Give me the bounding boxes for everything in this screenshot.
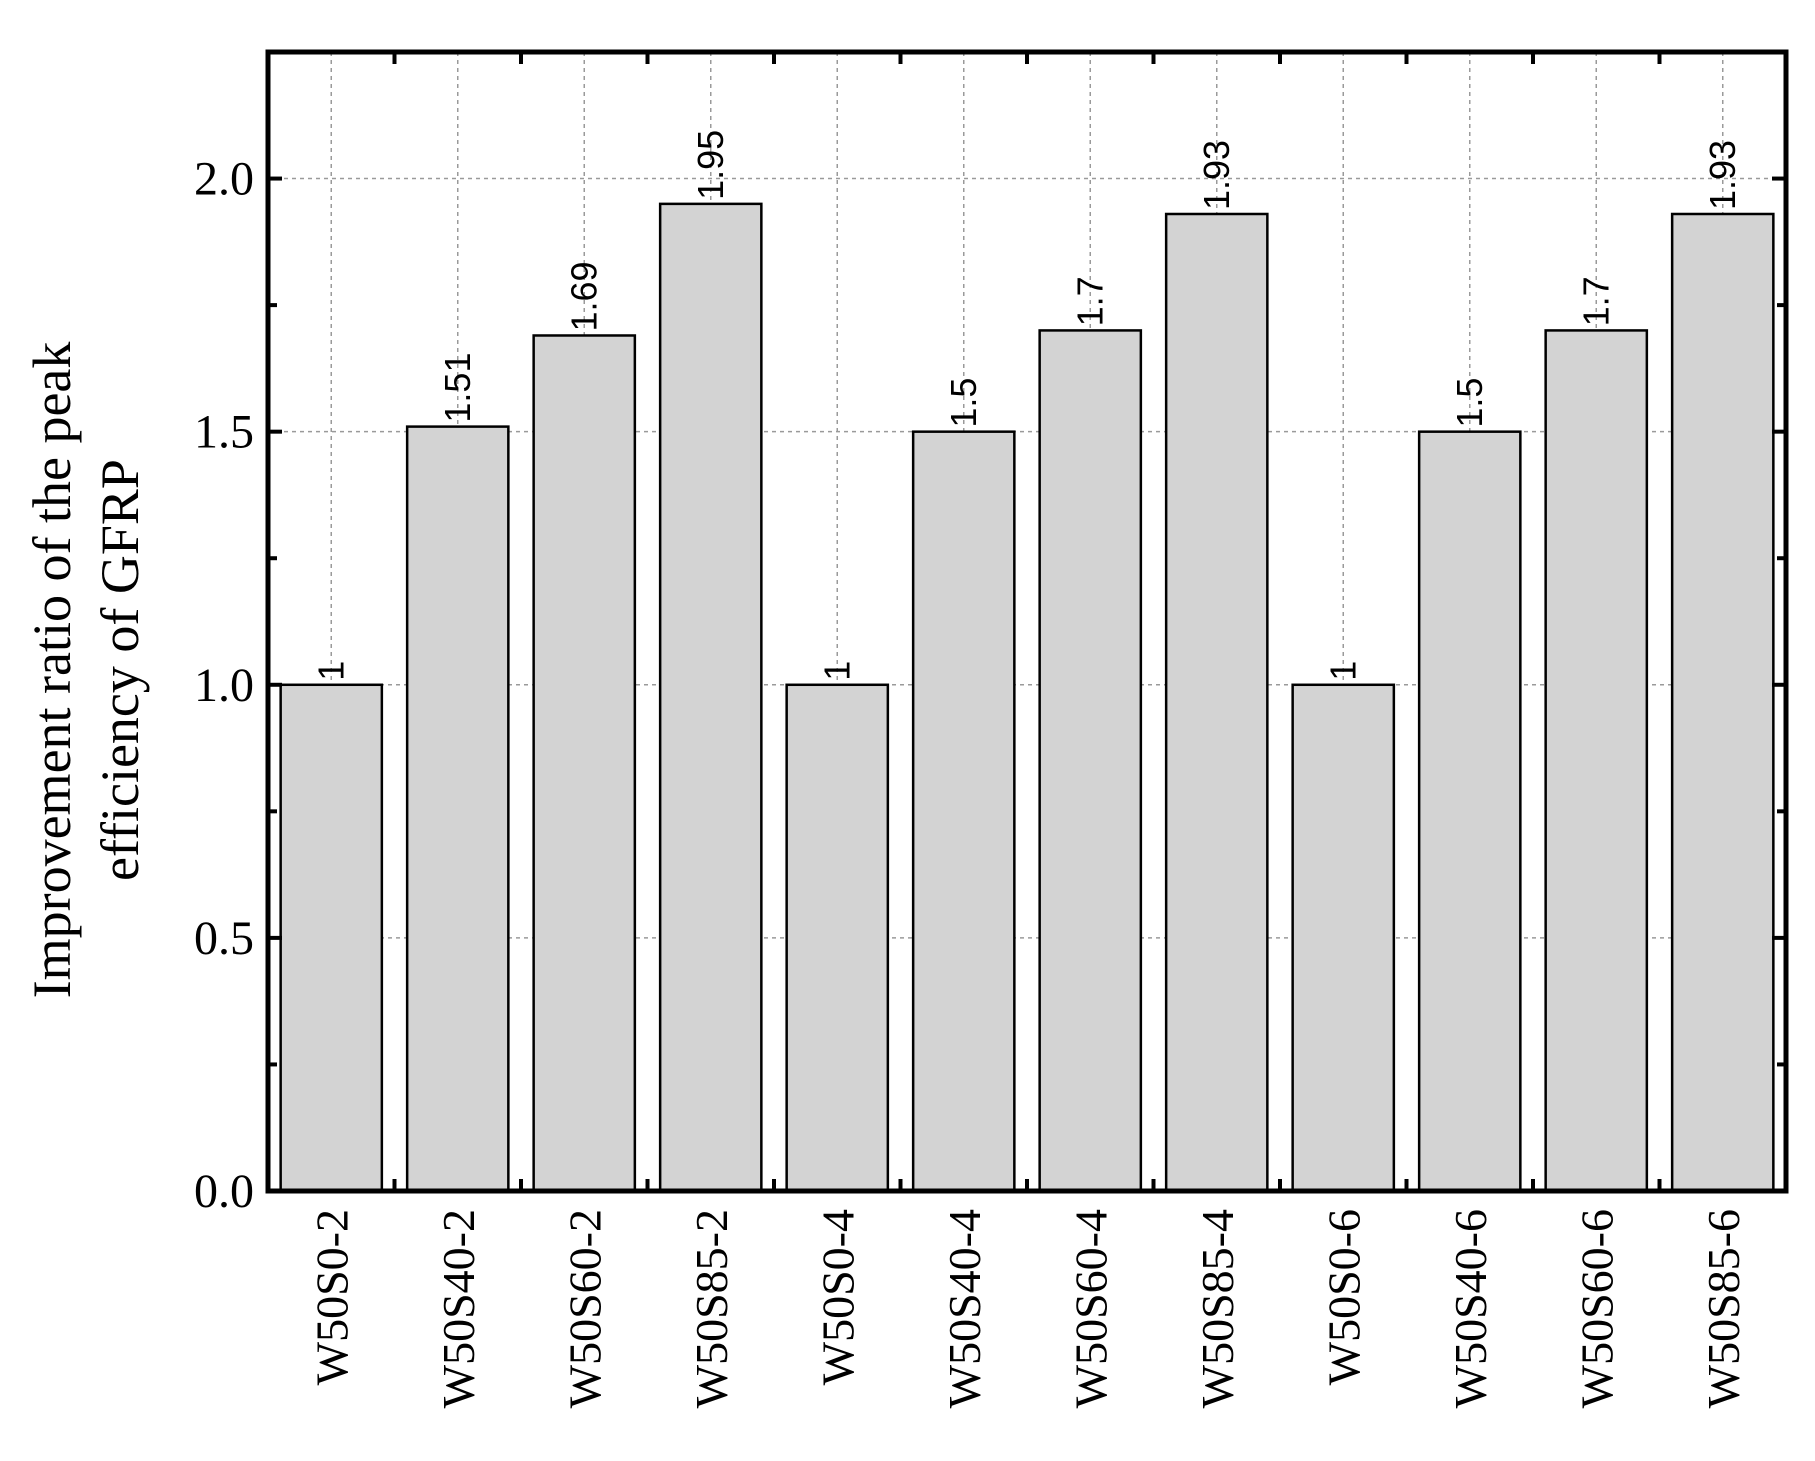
axes xyxy=(265,49,1789,1194)
bar xyxy=(1038,329,1143,1193)
bar xyxy=(785,683,890,1193)
bars xyxy=(279,202,1775,1193)
data-label: 1.5 xyxy=(1449,378,1490,428)
data-label: 1 xyxy=(310,661,351,681)
x-tick-label: W50S60-4 xyxy=(1065,1209,1116,1408)
data-label: 1.93 xyxy=(1196,140,1237,210)
data-label: 1.69 xyxy=(563,261,604,331)
data-label: 1.51 xyxy=(437,353,478,423)
data-label: 1.7 xyxy=(1575,276,1616,326)
bar xyxy=(658,202,763,1193)
y-tick-label: 0.0 xyxy=(194,1165,254,1218)
x-tick-label: W50S0-6 xyxy=(1318,1209,1369,1385)
bar xyxy=(1544,329,1649,1193)
y-axis-title-line-1: Improvement ratio of the peak xyxy=(22,342,82,999)
x-tick-label: W50S85-4 xyxy=(1192,1209,1243,1408)
y-tick-label: 1.0 xyxy=(194,659,254,712)
x-tick-label: W50S40-4 xyxy=(939,1209,990,1408)
data-label: 1 xyxy=(816,661,857,681)
bar xyxy=(1670,212,1775,1193)
bar xyxy=(532,334,637,1193)
data-label: 1.7 xyxy=(1069,276,1110,326)
data-label: 1.93 xyxy=(1702,140,1743,210)
y-tick-label: 1.5 xyxy=(194,406,254,459)
labels: 1 1.51 1.69 1.95 1 1.5 1.7 1.93 1 1.5 1.7 1.93 0.0 0.… xyxy=(194,130,1749,1409)
bar xyxy=(1291,683,1396,1193)
x-tick-label: W50S60-2 xyxy=(559,1209,610,1408)
data-label: 1.5 xyxy=(943,378,984,428)
x-tick-label: W50S0-2 xyxy=(306,1209,357,1385)
bar xyxy=(405,425,510,1193)
bar xyxy=(1417,430,1522,1193)
bar xyxy=(911,430,1016,1193)
x-tick-label: W50S40-2 xyxy=(433,1209,484,1408)
data-label: 1 xyxy=(1322,661,1363,681)
x-tick-label: W50S60-6 xyxy=(1571,1209,1622,1408)
bar xyxy=(279,683,384,1193)
y-axis-title-line-2: efficiency of GFRP xyxy=(90,459,150,881)
x-tick-label: W50S40-6 xyxy=(1445,1209,1496,1408)
data-label: 1.95 xyxy=(690,130,731,200)
x-tick-label: W50S85-6 xyxy=(1698,1209,1749,1408)
y-tick-label: 0.5 xyxy=(194,912,254,965)
y-tick-label: 2.0 xyxy=(194,153,254,206)
x-tick-label: W50S85-2 xyxy=(686,1209,737,1408)
x-tick-label: W50S0-4 xyxy=(812,1209,863,1385)
bar xyxy=(1164,212,1269,1193)
